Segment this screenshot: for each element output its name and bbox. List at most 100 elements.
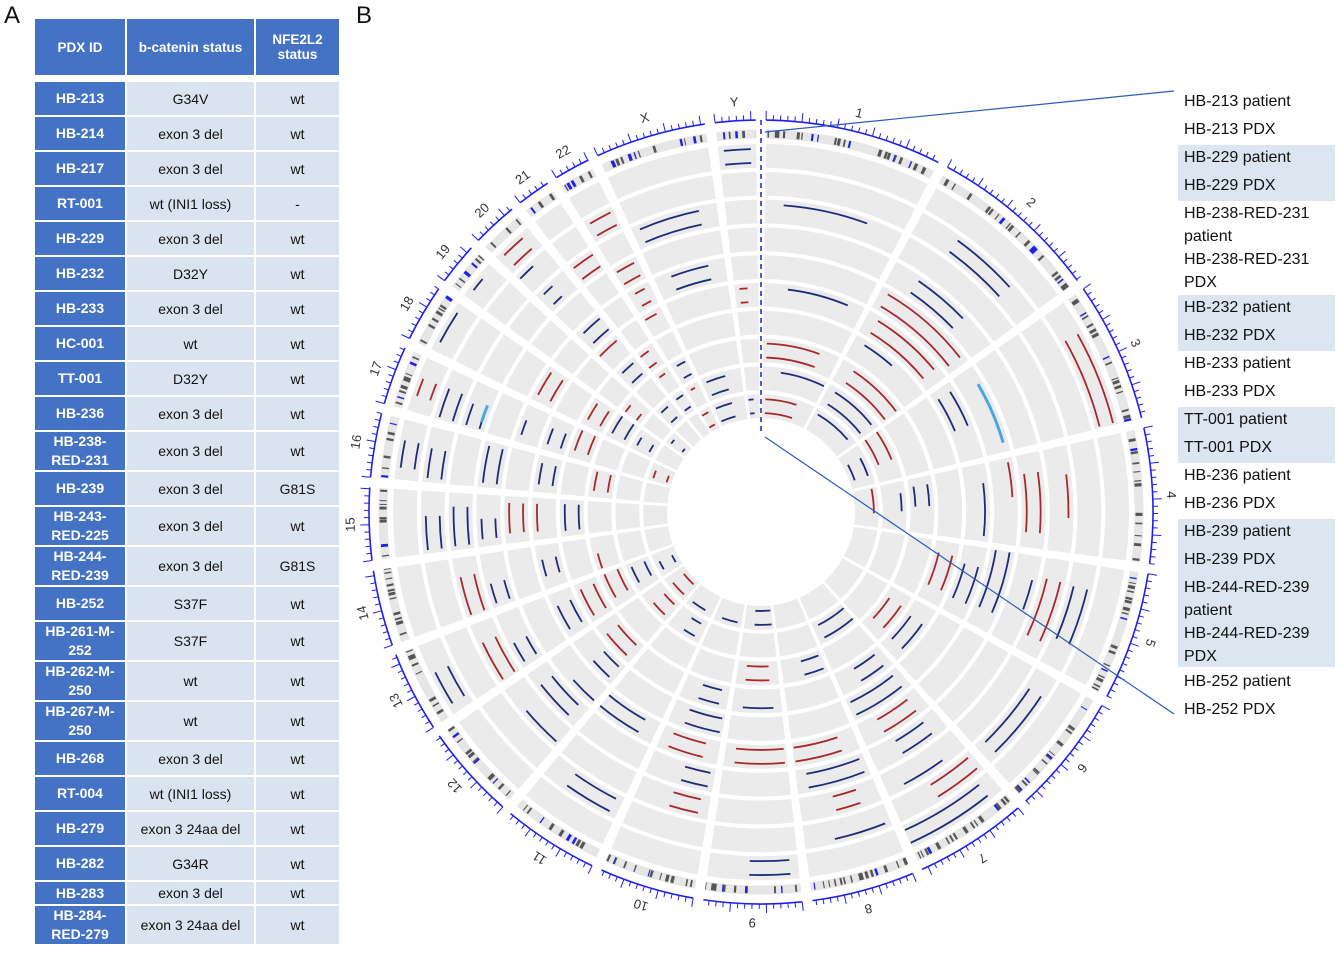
cn-segment — [684, 405, 692, 412]
cn-segment — [766, 342, 820, 355]
scale-tick — [458, 254, 463, 259]
scale-tick — [622, 139, 625, 145]
cn-segment — [631, 372, 643, 384]
scale-tick — [912, 145, 916, 151]
cn-segment — [551, 675, 579, 706]
cn-segment — [683, 573, 695, 586]
track-background — [902, 771, 1003, 848]
chromosome-label: 2 — [1024, 194, 1039, 210]
pdx-id-cell: HB-284-RED-279 — [35, 906, 125, 944]
legend-item: HB-244-RED-239 PDX — [1178, 621, 1335, 667]
chromosome-ideogram — [516, 799, 601, 858]
cn-segment — [592, 660, 611, 678]
bcatenin-cell: wt — [127, 662, 254, 700]
track-background — [527, 660, 590, 727]
cytoband — [505, 227, 512, 235]
nfe2l2-cell: wt — [256, 362, 339, 395]
track-background — [871, 286, 969, 375]
track-background — [588, 468, 617, 499]
chromosome-label: X — [638, 109, 651, 126]
cn-segment — [876, 698, 908, 721]
scale-tick — [615, 142, 618, 148]
cn-segment — [621, 362, 634, 374]
track-background — [730, 255, 759, 281]
track-background — [534, 542, 569, 590]
scale-tick — [392, 656, 398, 660]
bcatenin-cell: G34R — [127, 847, 254, 880]
cn-segment — [817, 413, 849, 441]
track-background — [625, 556, 660, 592]
cytoband — [394, 616, 402, 621]
scale-tick — [471, 233, 479, 241]
scale-tick — [729, 902, 731, 912]
cytoband — [1023, 239, 1031, 247]
track-background — [630, 429, 661, 459]
scale-tick — [983, 185, 988, 190]
track-background — [713, 597, 746, 629]
chromosome-label: 20 — [471, 200, 492, 221]
scale-tick — [649, 130, 652, 136]
track-background — [868, 530, 905, 581]
scale-tick — [425, 726, 434, 733]
track-background — [688, 340, 740, 377]
chromosome-scale — [703, 898, 803, 905]
scale-tick — [822, 120, 825, 126]
track-background — [615, 502, 641, 531]
cytoband — [883, 151, 889, 159]
track-background — [448, 492, 475, 551]
cn-segment — [715, 402, 733, 410]
track-background — [879, 480, 907, 532]
cn-segment — [904, 784, 980, 831]
cn-segment — [675, 278, 712, 291]
track-background — [831, 359, 901, 424]
scale-tick — [912, 873, 917, 882]
cn-segment — [875, 431, 893, 460]
scale-tick — [370, 582, 376, 585]
cytoband — [452, 732, 460, 739]
scale-tick — [406, 696, 416, 702]
table-row: HB-268 exon 3 del wt — [35, 742, 339, 775]
track-background — [917, 539, 960, 607]
cytoband — [487, 772, 495, 780]
cn-segment — [566, 784, 611, 812]
scale-tick — [864, 889, 867, 895]
track-background — [843, 526, 878, 568]
cn-segment — [978, 550, 997, 608]
nfe2l2-cell: wt — [256, 906, 339, 944]
scale-tick — [1133, 389, 1139, 393]
bcatenin-cell: wt (INI1 loss) — [127, 777, 254, 810]
scale-tick — [919, 148, 923, 154]
scale-tick — [408, 329, 413, 333]
scale-tick — [467, 776, 473, 781]
cytoband — [874, 868, 879, 876]
scale-tick — [1060, 764, 1069, 771]
cn-segment — [536, 503, 539, 532]
chromosome-label: 16 — [347, 433, 364, 450]
scale-tick — [1148, 573, 1158, 576]
scale-tick — [381, 394, 387, 398]
nfe2l2-cell: wt — [256, 742, 339, 775]
cn-segment — [652, 602, 666, 616]
track-background — [455, 318, 501, 373]
cn-segment — [599, 410, 610, 427]
scale-tick — [1017, 807, 1025, 816]
scale-tick — [1038, 231, 1044, 237]
scale-tick — [1058, 250, 1066, 258]
cytoband — [435, 310, 444, 317]
scale-tick — [1051, 774, 1056, 779]
track-background — [998, 334, 1065, 443]
scale-tick — [382, 631, 388, 634]
pdx-id-cell: HB-232 — [35, 257, 125, 290]
track-background — [810, 603, 857, 645]
scale-tick — [1006, 816, 1011, 822]
scale-tick — [898, 878, 902, 884]
nfe2l2-cell: wt — [256, 257, 339, 290]
cytoband — [1030, 247, 1038, 255]
track-background — [677, 312, 736, 351]
scale-tick — [387, 365, 396, 371]
track-background — [486, 282, 528, 326]
cn-segment — [592, 583, 607, 609]
cn-segment — [870, 488, 875, 514]
track-background — [858, 310, 946, 392]
cn-segment — [494, 636, 516, 673]
